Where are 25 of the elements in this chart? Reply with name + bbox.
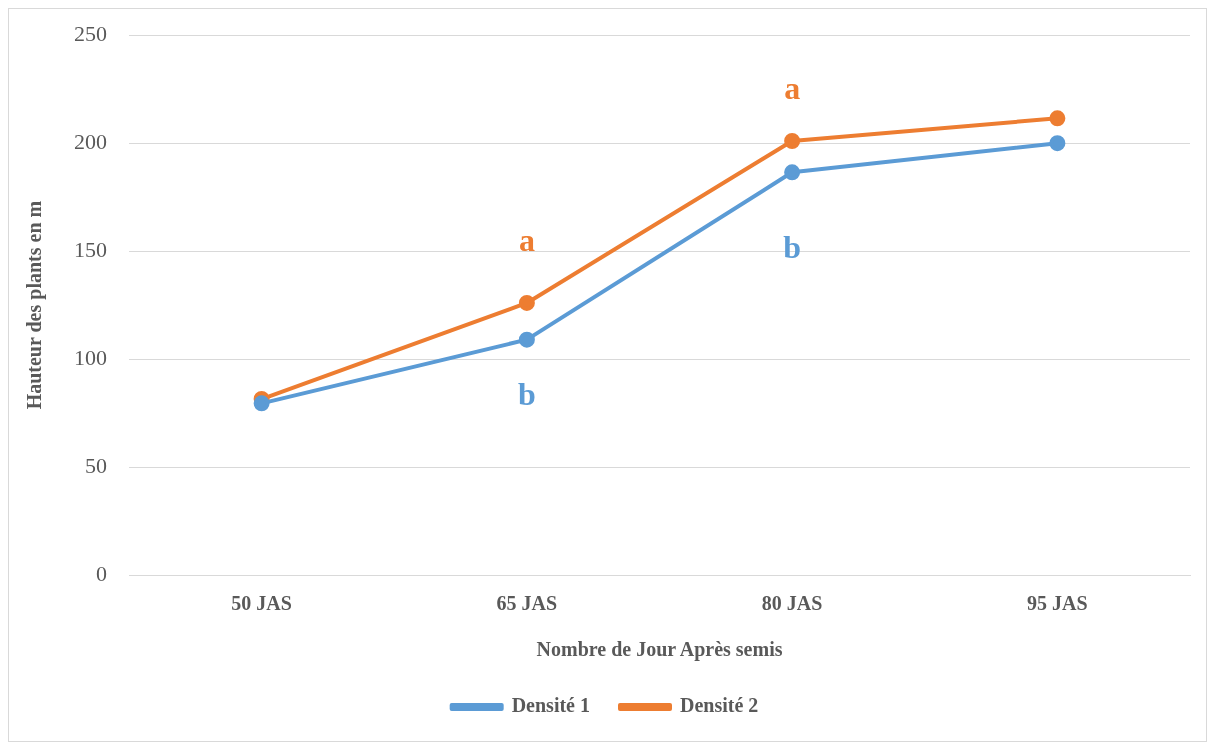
annotation: b [783,228,802,265]
y-tick-label: 250 [74,20,107,46]
annotation: a [784,70,801,107]
y-tick-label: 200 [74,128,107,154]
point [1049,110,1066,127]
x-axis-title: Nombre de Jour Après semis [536,638,783,662]
y-tick-label: 150 [74,236,107,262]
annotation: b [517,375,536,412]
x-tick-label: 80 JAS [761,592,823,615]
legend-label: Densité 1 [511,694,591,717]
point [784,133,801,149]
x-tick-label: 95 JAS [1027,592,1088,615]
x-tick-label: 65 JAS [496,592,558,615]
point [1049,135,1066,152]
y-tick-label: 0 [96,560,107,586]
y-axis-title: Hauteur des plants en m [23,200,47,410]
y-tick-label: 100 [74,344,107,370]
point [784,164,801,181]
legend-label: Densité 2 [680,694,759,717]
y-tick-label: 50 [85,452,107,478]
point [253,395,270,412]
x-tick-label: 50 JAS [231,592,292,615]
point [518,331,535,348]
point [518,294,535,311]
annotation: a [518,222,535,259]
